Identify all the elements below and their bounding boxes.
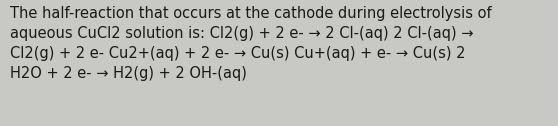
Text: The half-reaction that occurs at the cathode during electrolysis of
aqueous CuCl: The half-reaction that occurs at the cat… bbox=[10, 6, 492, 81]
